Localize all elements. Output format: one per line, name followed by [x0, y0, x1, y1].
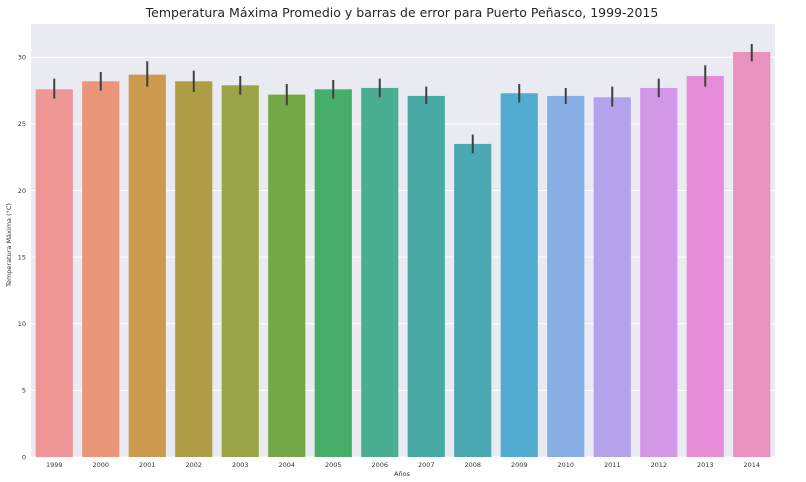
x-tick-label: 2008 — [464, 461, 481, 469]
x-tick-label: 2011 — [604, 461, 621, 469]
bar-1999 — [35, 89, 73, 457]
y-tick-label: 10 — [18, 320, 26, 328]
bar-2001 — [128, 74, 166, 458]
bar-2003 — [221, 85, 259, 457]
bars — [35, 51, 771, 458]
bar-2005 — [314, 89, 352, 457]
bar-2009 — [500, 93, 538, 457]
bar-2004 — [268, 94, 306, 457]
x-tick-label: 2013 — [697, 461, 714, 469]
bar-2012 — [640, 87, 678, 457]
bar-2008 — [454, 143, 492, 457]
chart-title: Temperatura Máxima Promedio y barras de … — [145, 5, 659, 20]
x-axis-label: Años — [394, 470, 411, 478]
x-axis-ticks: 1999 2000 2001 2002 2003 2004 2005 2006 2007 2008… — [46, 461, 760, 469]
x-tick-label: 2004 — [278, 461, 295, 469]
x-tick-label: 2010 — [557, 461, 574, 469]
x-tick-label: 2000 — [92, 461, 109, 469]
bar-2010 — [547, 95, 585, 458]
x-tick-label: 2006 — [371, 461, 388, 469]
x-tick-label: 2005 — [325, 461, 342, 469]
x-tick-label: 2009 — [511, 461, 528, 469]
y-tick-label: 0 — [22, 453, 26, 461]
y-axis-label: Temperatura Máxima (°C) — [5, 203, 13, 288]
y-tick-label: 30 — [18, 54, 26, 62]
x-tick-label: 2007 — [418, 461, 435, 469]
y-tick-label: 25 — [18, 120, 26, 128]
y-axis-ticks: 0 5 10 15 20 25 30 — [18, 54, 26, 462]
bar-2000 — [82, 81, 120, 457]
y-tick-label: 15 — [18, 253, 26, 261]
bar-2006 — [361, 87, 399, 457]
y-tick-label: 20 — [18, 187, 26, 195]
bar-2014 — [733, 51, 771, 458]
x-tick-label: 2003 — [232, 461, 249, 469]
bar-2007 — [407, 95, 445, 458]
x-tick-label: 2002 — [185, 461, 202, 469]
bar-2011 — [593, 97, 631, 458]
y-tick-label: 5 — [22, 387, 26, 395]
x-tick-label: 2014 — [743, 461, 760, 469]
x-tick-label: 1999 — [46, 461, 63, 469]
error-bars — [53, 43, 753, 154]
x-tick-label: 2001 — [139, 461, 156, 469]
bar-2002 — [175, 81, 213, 457]
bar-2013 — [686, 75, 724, 458]
x-tick-label: 2012 — [650, 461, 667, 469]
